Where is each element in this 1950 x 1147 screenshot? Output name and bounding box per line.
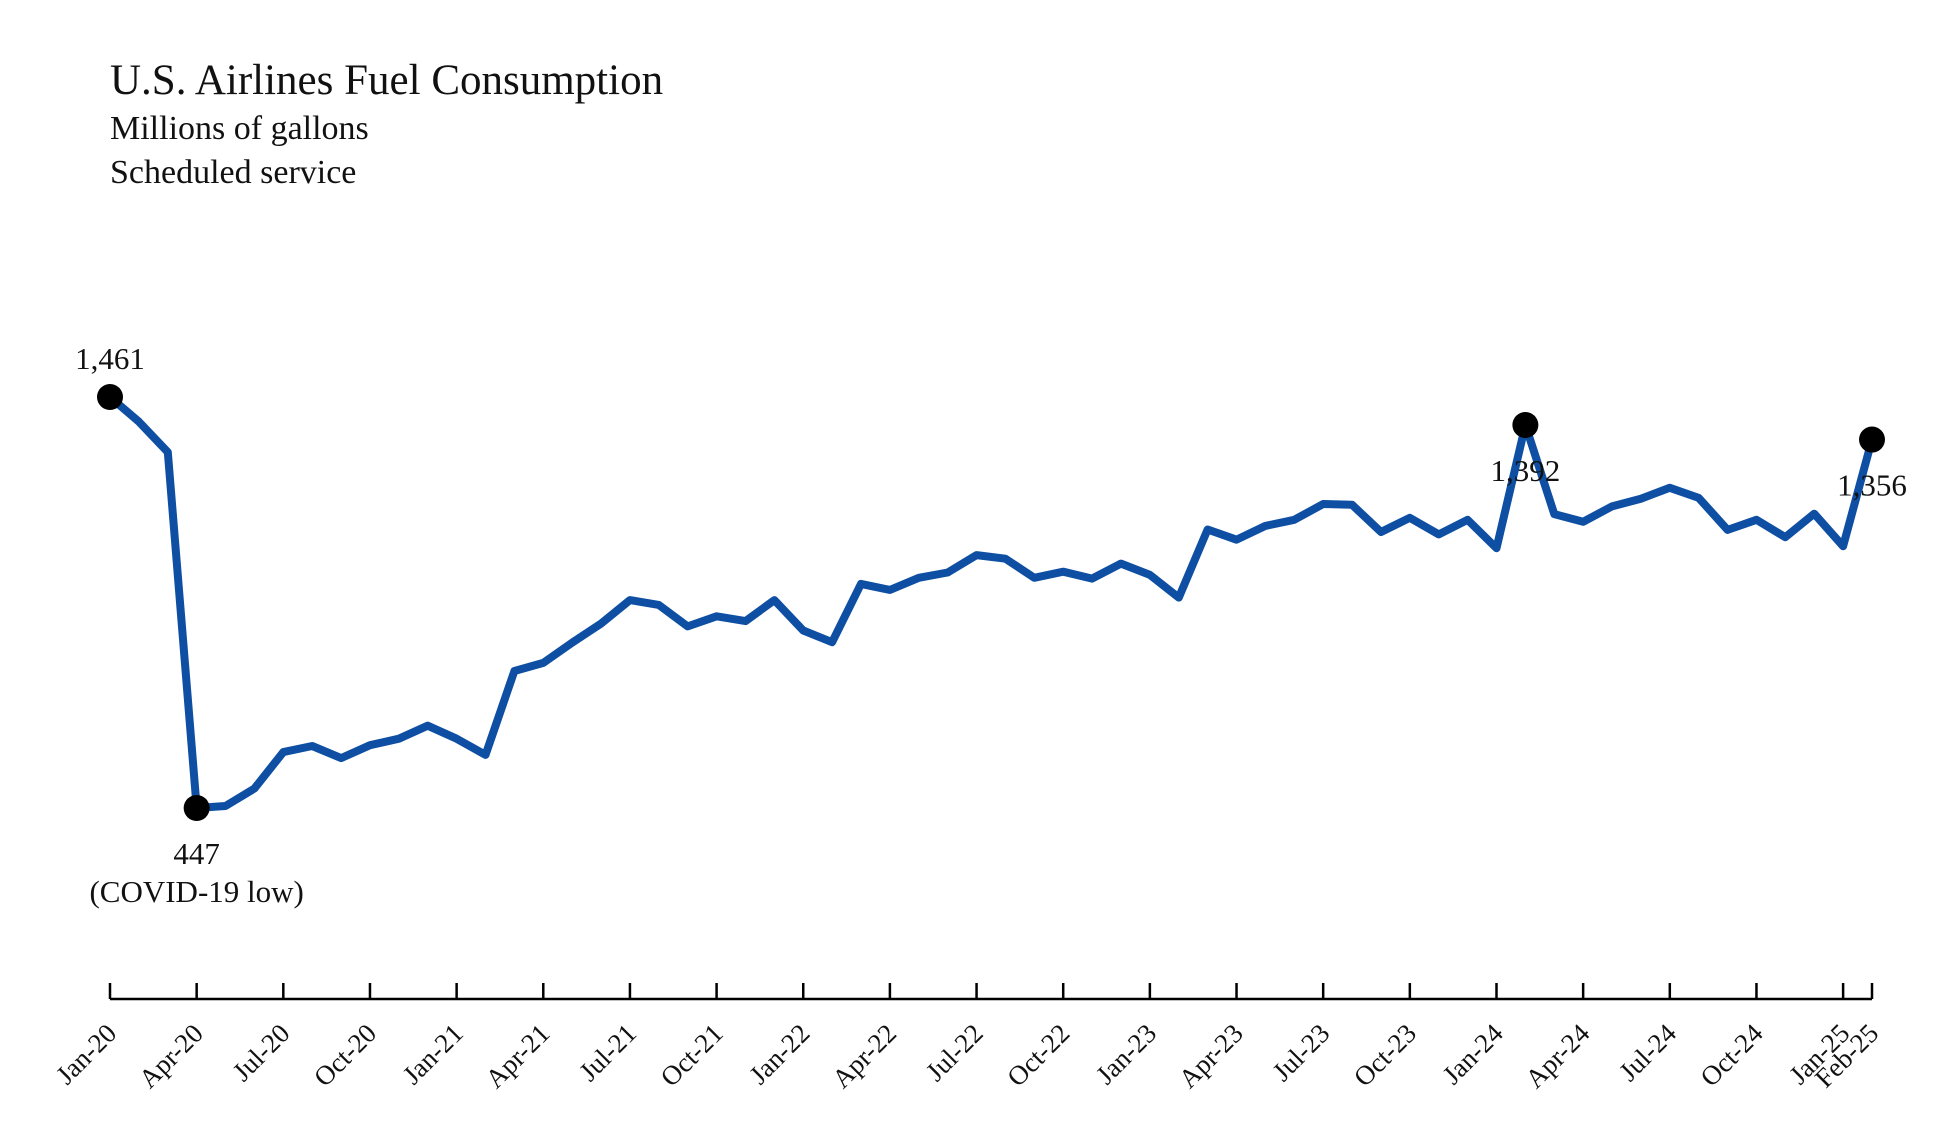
x-tick-label: Oct-23: [1348, 1018, 1422, 1092]
x-tick-label: Apr-21: [480, 1018, 556, 1094]
data-point-marker: [1512, 411, 1539, 438]
x-tick-label: Jan-24: [1437, 1018, 1509, 1090]
x-tick-label: Apr-20: [133, 1018, 209, 1094]
chart-subtitle-scope: Scheduled service: [110, 154, 357, 191]
x-tick-label: Apr-22: [826, 1018, 902, 1094]
data-label: 1,356: [1837, 468, 1907, 503]
x-tick-label: Jan-23: [1090, 1018, 1162, 1090]
x-tick-label: Jul-21: [573, 1018, 642, 1087]
x-tick-label: Jul-23: [1266, 1018, 1335, 1087]
data-label: 1,392: [1491, 453, 1561, 488]
x-tick-label: Apr-23: [1173, 1018, 1249, 1094]
chart-title-block: U.S. Airlines Fuel Consumption Millions …: [110, 55, 663, 195]
x-tick-label: Oct-20: [308, 1018, 382, 1092]
fuel-consumption-line: [106, 393, 1876, 812]
x-tick-label: Apr-24: [1519, 1018, 1595, 1094]
x-tick-label: Jul-22: [920, 1018, 989, 1087]
marker-layer: [97, 384, 1885, 821]
data-point-marker: [97, 384, 123, 410]
x-tick-label: Jan-21: [397, 1018, 469, 1090]
x-tick-label: Oct-21: [655, 1018, 729, 1092]
data-label: (COVID-19 low): [89, 874, 303, 909]
data-label: 1,461: [75, 341, 145, 376]
data-label: 447: [173, 836, 220, 871]
data-point-marker: [1859, 426, 1885, 453]
x-tick-label: Oct-24: [1694, 1018, 1769, 1093]
x-axis: Jan-20 Apr-20 Jul-20 Oct-20 Jan-21 Apr-21 Jul-…: [50, 983, 1884, 1094]
x-tick-label: Oct-22: [1001, 1018, 1075, 1092]
x-tick-label: Jul-20: [227, 1018, 296, 1087]
x-tick-label: Jan-20: [50, 1018, 122, 1090]
chart-title: U.S. Airlines Fuel Consumption: [110, 57, 664, 104]
series-line-layer: [106, 393, 1876, 812]
x-tick-label: Jul-24: [1613, 1018, 1682, 1087]
annotation-layer: 1,461 447(COVID-19 low) 1,392 1,356: [75, 341, 1907, 909]
x-tick-label: Jan-22: [743, 1018, 815, 1090]
data-point-marker: [183, 795, 210, 821]
chart-subtitle-units: Millions of gallons: [110, 110, 369, 147]
